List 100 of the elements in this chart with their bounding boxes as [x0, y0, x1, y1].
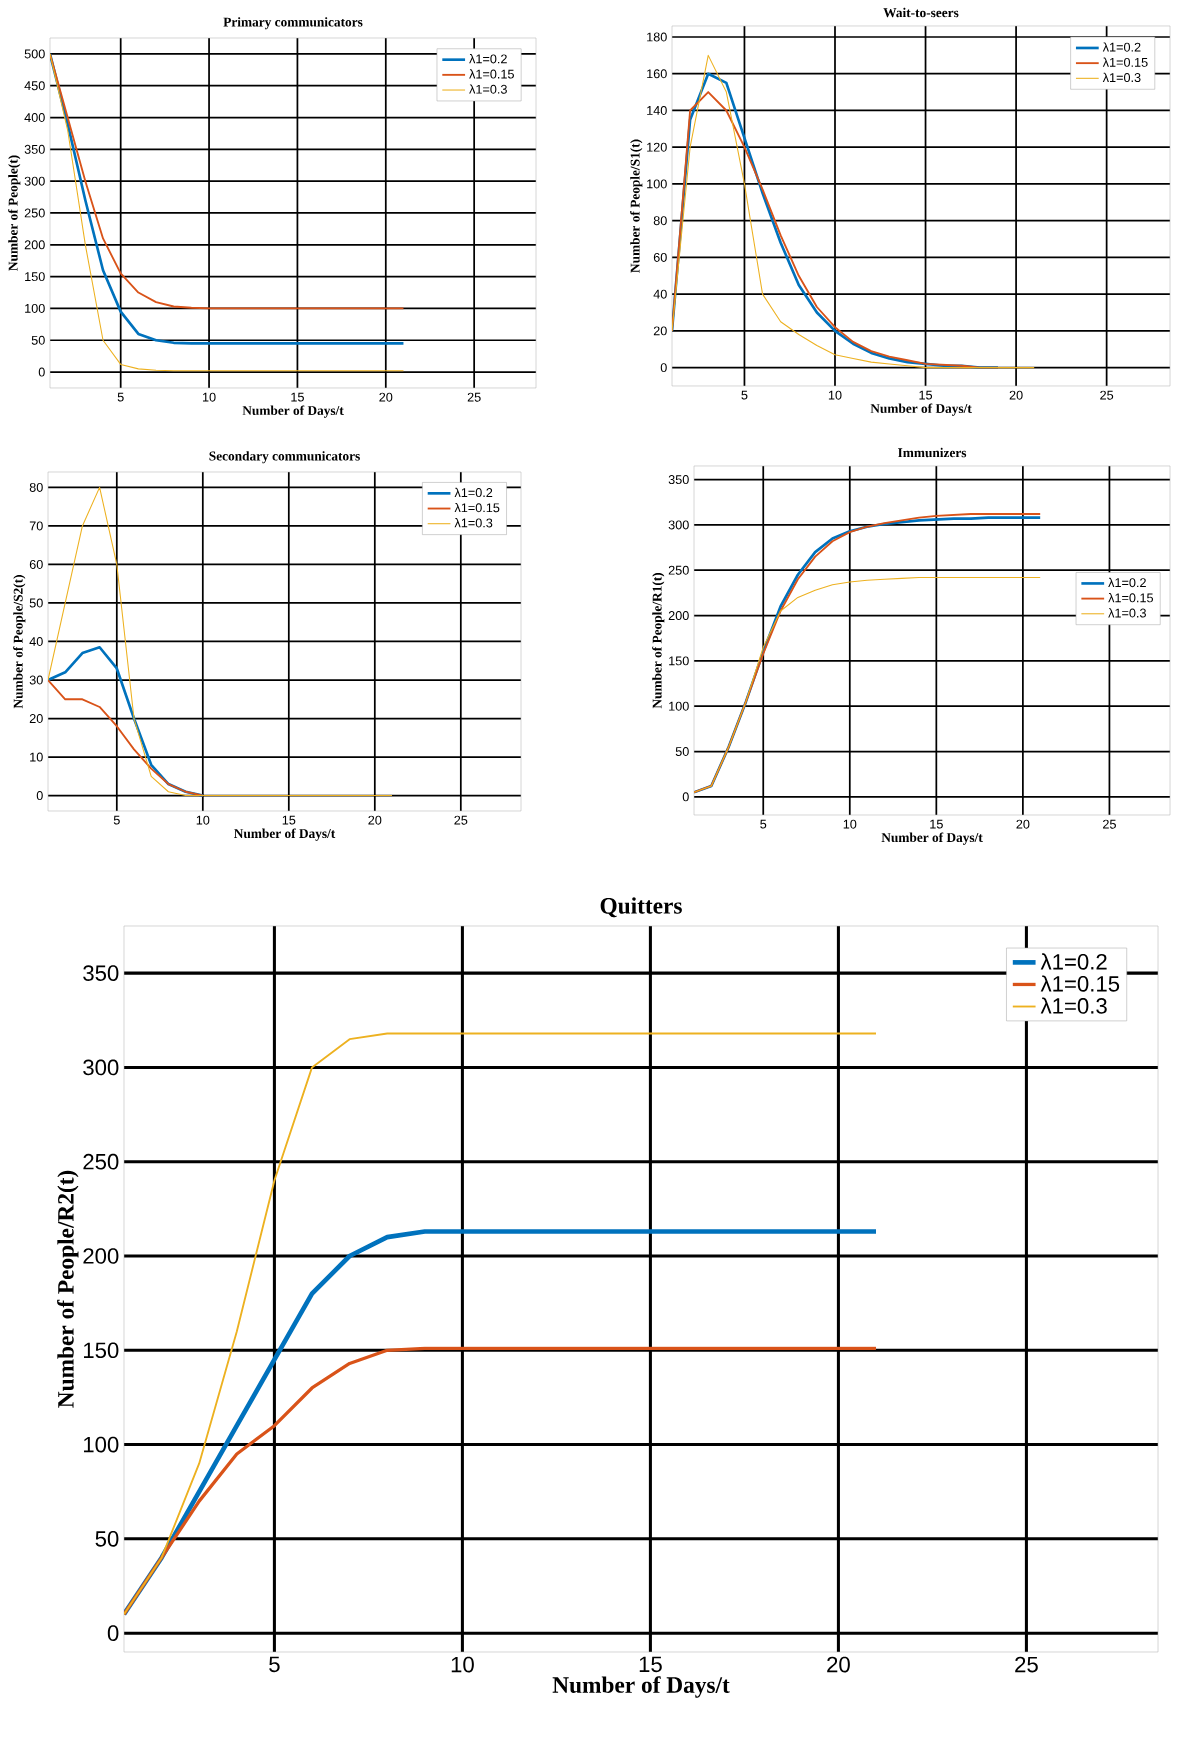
- x-axis-title: Number of Days/t: [881, 832, 983, 845]
- y-tick-label: 0: [660, 363, 667, 373]
- y-tick-label: 400: [24, 113, 45, 123]
- x-tick-label: 20: [1016, 819, 1030, 829]
- x-tick-label: 15: [639, 1656, 662, 1673]
- line-series: [48, 679, 204, 797]
- y-tick-label: 200: [668, 611, 689, 621]
- y-tick-label: 70: [29, 521, 43, 531]
- y-tick-label: 300: [668, 520, 689, 530]
- y-tick-label: 100: [84, 1436, 119, 1453]
- x-tick-label: 15: [930, 819, 943, 829]
- x-tick-label: 5: [113, 815, 120, 825]
- x-tick-label: 20: [368, 815, 382, 825]
- x-axis-title: Number of Days/t: [242, 405, 344, 418]
- y-tick-label: 0: [38, 367, 45, 377]
- x-tick-label: 15: [282, 815, 296, 825]
- x-tick-label: 10: [196, 815, 210, 825]
- y-tick-label: 20: [29, 714, 43, 724]
- legend-label: λ1=0.15: [454, 502, 500, 513]
- legend-label: λ1=0.15: [1102, 57, 1148, 67]
- x-axis-title: Number of Days/t: [552, 1676, 730, 1698]
- x-tick-label: 25: [1100, 390, 1114, 400]
- y-tick-label: 100: [669, 701, 689, 711]
- y-tick-label: 350: [24, 144, 45, 154]
- x-axis-title: Number of Days/t: [870, 403, 972, 416]
- y-axis-title: Number of People/S2(t): [13, 575, 26, 709]
- y-tick-label: 50: [95, 1531, 119, 1547]
- y-tick-label: 180: [647, 32, 667, 42]
- x-tick-label: 20: [379, 392, 393, 402]
- y-tick-label: 450: [24, 81, 45, 91]
- y-tick-label: 40: [653, 289, 667, 299]
- y-tick-label: 200: [24, 240, 45, 250]
- y-tick-label: 300: [83, 1059, 119, 1076]
- y-axis-title: Number of People/S1(t): [630, 139, 643, 273]
- x-tick-label: 5: [117, 392, 124, 402]
- legend-label: λ1=0.2: [1040, 953, 1107, 970]
- y-tick-label: 150: [25, 272, 45, 282]
- chart-title: Wait-to-seers: [883, 7, 959, 18]
- y-tick-label: 50: [29, 598, 43, 608]
- y-axis-title: Number of People/R2(t): [57, 1170, 79, 1408]
- legend-label: λ1=0.2: [469, 54, 507, 64]
- legend-label: λ1=0.15: [1108, 593, 1154, 603]
- legend-label: λ1=0.15: [1040, 975, 1120, 992]
- x-tick-label: 5: [741, 390, 748, 400]
- y-tick-label: 50: [675, 747, 689, 757]
- y-tick-label: 250: [83, 1153, 119, 1170]
- legend-label: λ1=0.3: [469, 84, 507, 94]
- y-tick-label: 30: [29, 675, 43, 685]
- x-tick-label: 15: [919, 390, 933, 400]
- y-tick-label: 100: [647, 179, 667, 189]
- y-tick-label: 20: [653, 326, 667, 336]
- y-tick-label: 40: [29, 637, 43, 646]
- legend-label: λ1=0.3: [454, 518, 493, 528]
- chart-title: Quitters: [600, 897, 682, 918]
- y-tick-label: 80: [653, 216, 667, 226]
- y-tick-label: 120: [647, 142, 667, 152]
- chart-title: Primary communicators: [223, 17, 363, 30]
- x-tick-label: 25: [467, 392, 481, 402]
- legend-label: λ1=0.2: [454, 487, 493, 498]
- x-tick-label: 20: [827, 1656, 850, 1673]
- y-tick-label: 150: [669, 656, 689, 666]
- y-tick-label: 250: [24, 208, 45, 218]
- x-tick-label: 5: [760, 819, 767, 829]
- x-tick-label: 10: [828, 390, 842, 400]
- y-tick-label: 160: [647, 69, 667, 79]
- y-tick-label: 350: [83, 965, 119, 981]
- x-tick-label: 10: [843, 819, 857, 829]
- y-tick-label: 100: [25, 303, 45, 313]
- legend-label: λ1=0.2: [1102, 42, 1141, 52]
- x-tick-label: 25: [1015, 1656, 1038, 1673]
- x-tick-label: 5: [269, 1656, 280, 1673]
- y-tick-label: 140: [647, 105, 667, 115]
- y-axis-title: Number of People/R1(t): [652, 572, 665, 709]
- y-tick-label: 60: [653, 252, 667, 262]
- y-tick-label: 200: [83, 1248, 119, 1264]
- x-tick-label: 25: [454, 815, 468, 825]
- x-tick-label: 10: [202, 392, 216, 402]
- x-tick-label: 20: [1009, 390, 1023, 400]
- legend-label: λ1=0.15: [469, 69, 514, 79]
- y-tick-label: 0: [682, 792, 689, 802]
- x-axis-title: Number of Days/t: [234, 828, 336, 841]
- y-tick-label: 0: [107, 1625, 119, 1641]
- y-tick-label: 150: [84, 1342, 119, 1359]
- x-tick-label: 10: [451, 1656, 474, 1673]
- legend-label: λ1=0.3: [1040, 997, 1107, 1014]
- legend-label: λ1=0.3: [1108, 608, 1146, 618]
- x-tick-label: 15: [291, 392, 304, 402]
- y-tick-label: 350: [668, 475, 689, 485]
- legend-label: λ1=0.3: [1102, 72, 1141, 83]
- x-tick-label: 25: [1103, 819, 1116, 829]
- y-tick-label: 10: [30, 752, 43, 762]
- y-tick-label: 250: [668, 565, 689, 575]
- y-axis-title: Number of People(t): [8, 155, 21, 271]
- y-tick-label: 300: [24, 176, 45, 186]
- y-tick-label: 50: [31, 335, 45, 345]
- legend-label: λ1=0.2: [1108, 577, 1146, 588]
- y-tick-label: 60: [29, 559, 43, 569]
- y-tick-label: 0: [36, 791, 43, 801]
- y-tick-label: 80: [29, 482, 43, 492]
- chart-title: Secondary communicators: [209, 451, 360, 464]
